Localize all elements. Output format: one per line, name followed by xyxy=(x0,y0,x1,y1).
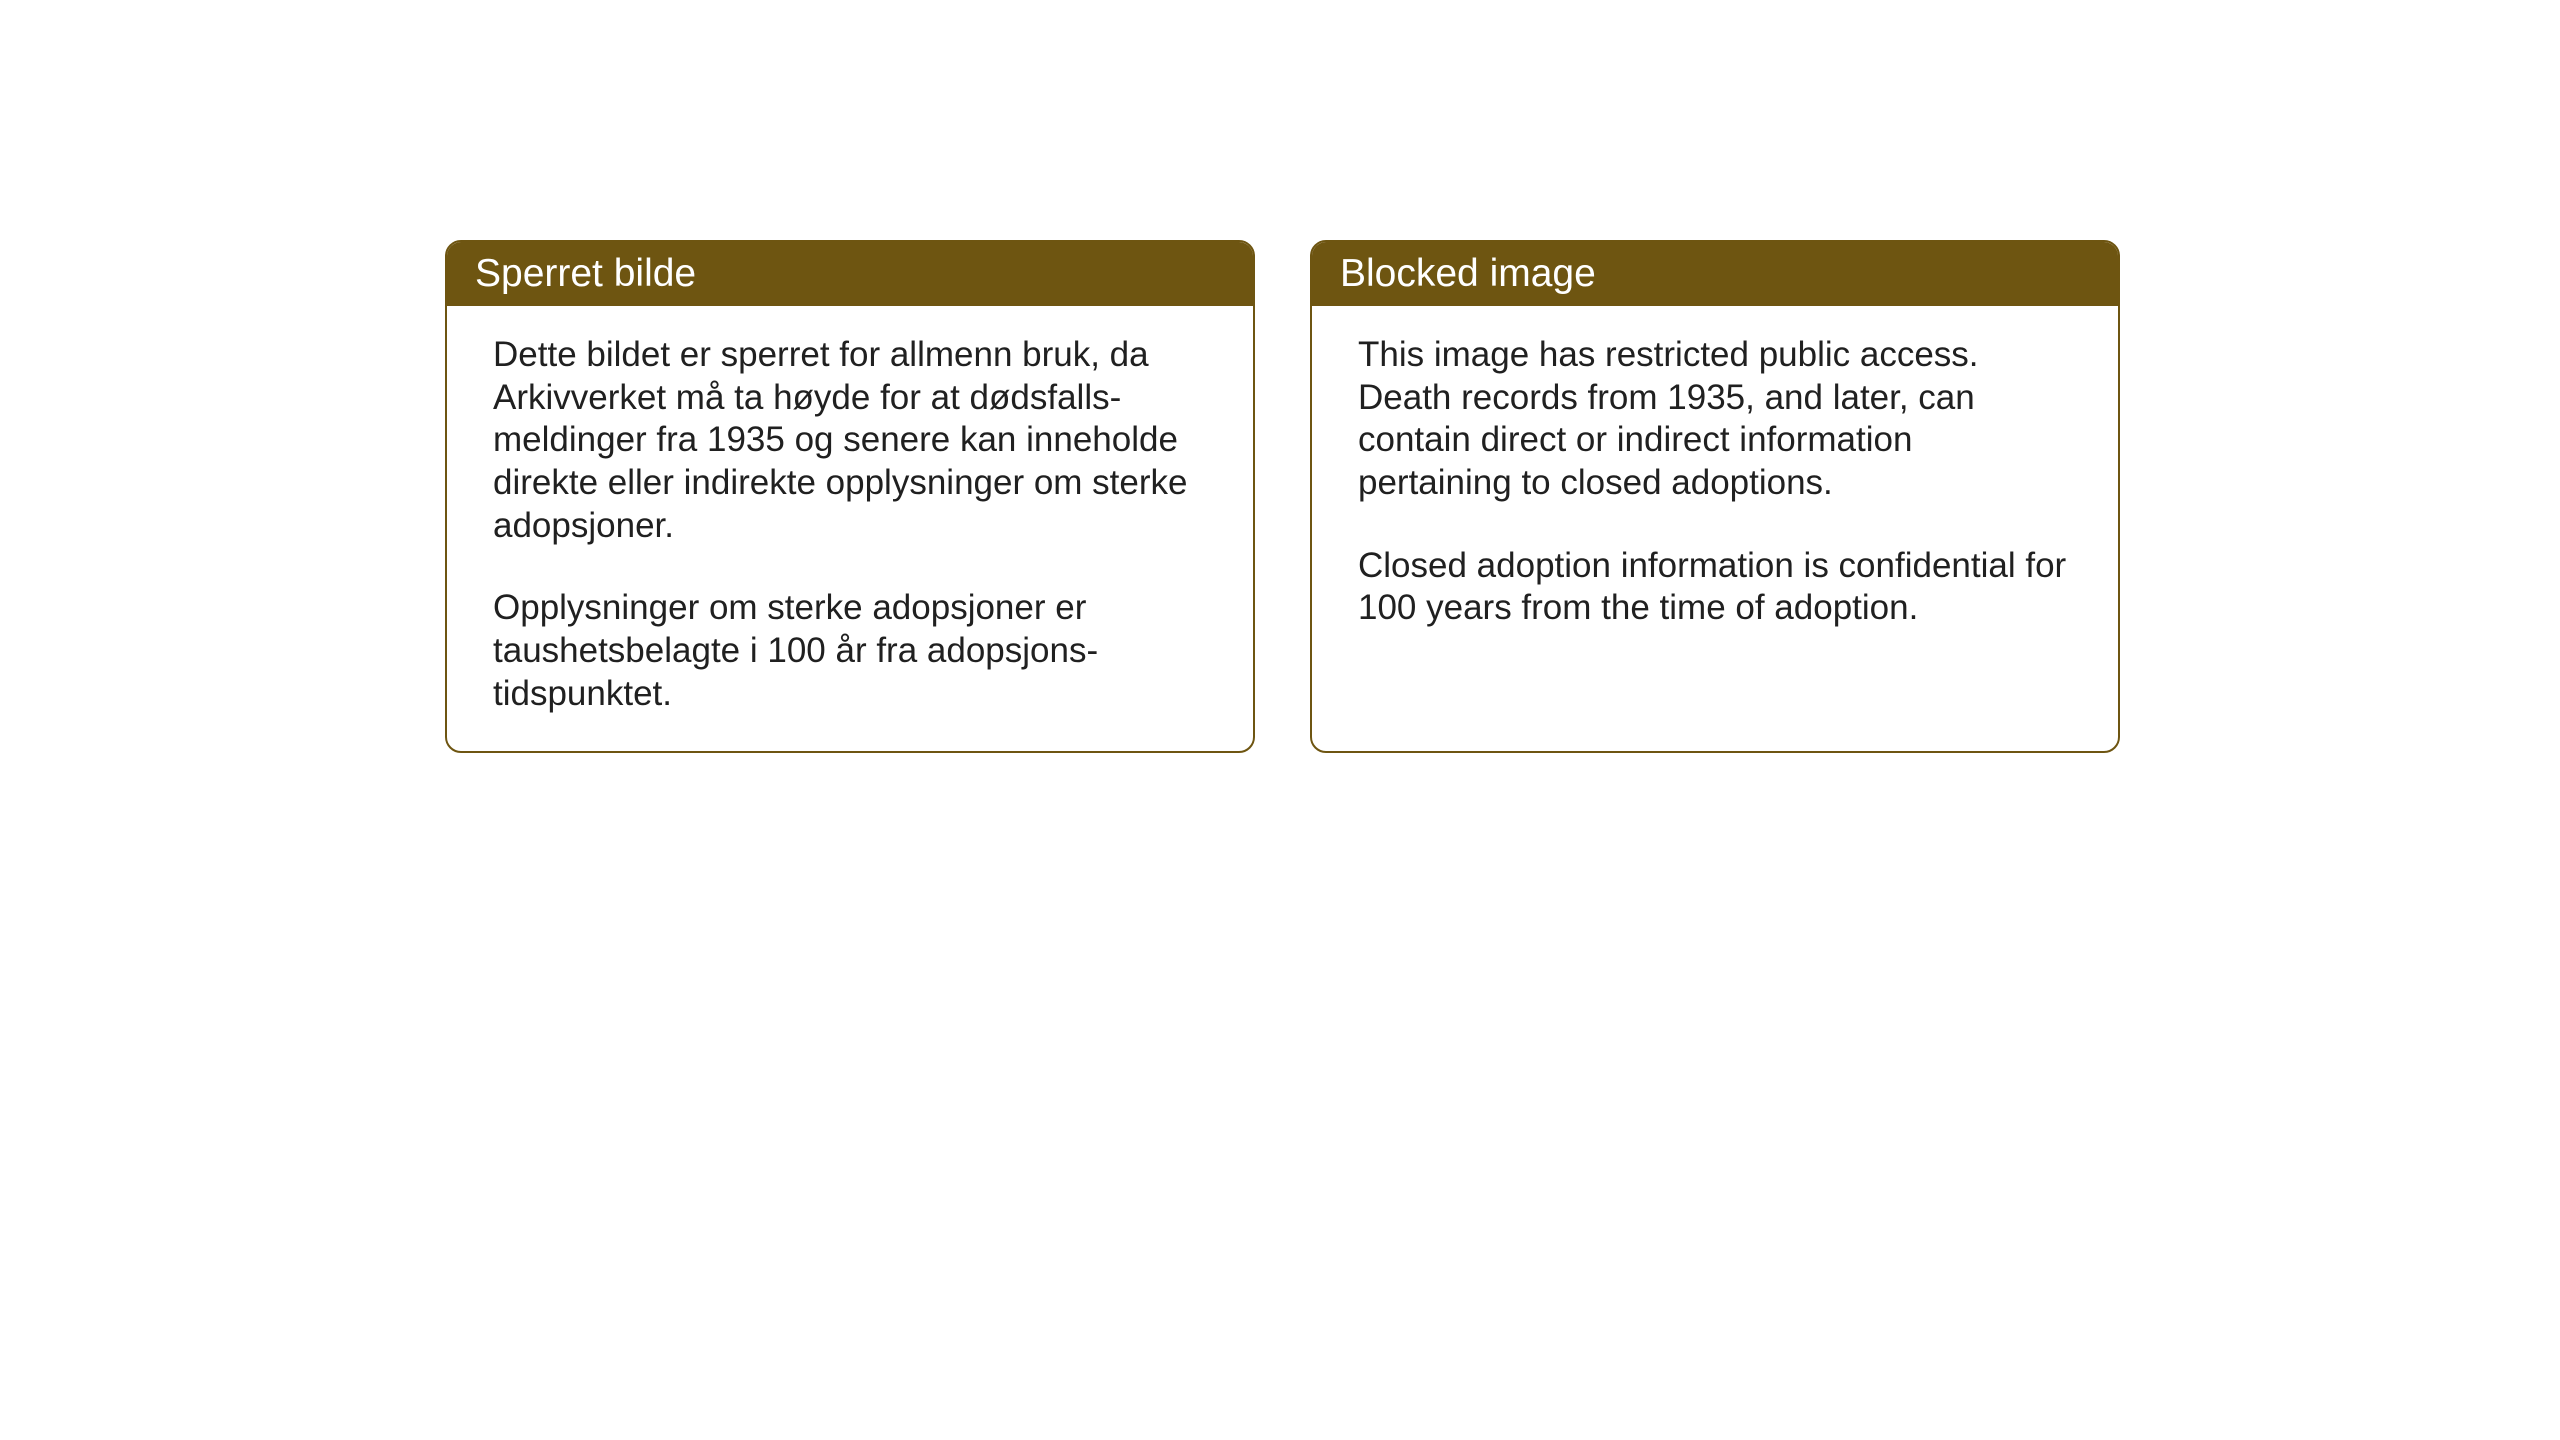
notice-body-english: This image has restricted public access.… xyxy=(1312,306,2118,670)
notice-box-english: Blocked image This image has restricted … xyxy=(1310,240,2120,753)
notice-text-english-p1: This image has restricted public access.… xyxy=(1358,334,2072,505)
notice-header-english: Blocked image xyxy=(1312,242,2118,306)
notice-body-norwegian: Dette bildet er sperret for allmenn bruk… xyxy=(447,306,1253,753)
notice-header-norwegian: Sperret bilde xyxy=(447,242,1253,306)
notice-text-norwegian-p1: Dette bildet er sperret for allmenn bruk… xyxy=(493,334,1207,547)
notice-title-norwegian: Sperret bilde xyxy=(475,252,696,295)
notice-text-english-p2: Closed adoption information is confident… xyxy=(1358,545,2072,630)
notice-title-english: Blocked image xyxy=(1340,252,1596,295)
notice-box-norwegian: Sperret bilde Dette bildet er sperret fo… xyxy=(445,240,1255,753)
notice-text-norwegian-p2: Opplysninger om sterke adopsjoner er tau… xyxy=(493,587,1207,715)
notice-container: Sperret bilde Dette bildet er sperret fo… xyxy=(445,240,2120,753)
